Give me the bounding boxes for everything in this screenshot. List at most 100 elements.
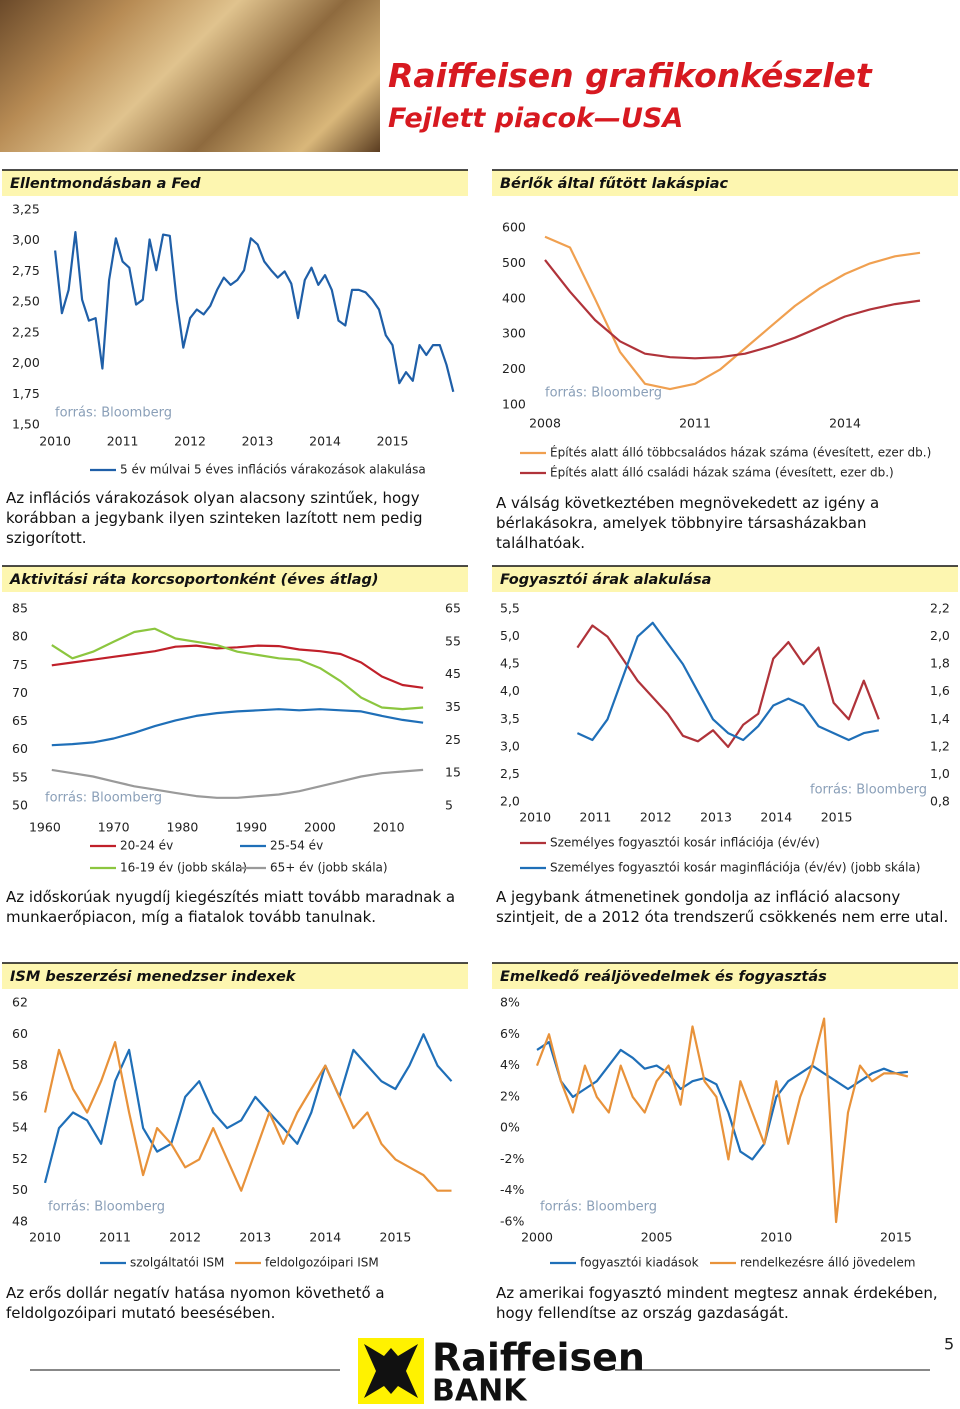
chart-title: Aktivitási ráta korcsoportonként (éves á… [9,572,379,588]
y-tick-label: 58 [12,1057,28,1072]
legend-label: Építés alatt álló többcsaládos házak szá… [550,445,931,460]
series-line [43,1041,452,1192]
x-tick-label: 2014 [829,416,861,431]
y2-tick-label: 1,8 [930,656,950,671]
legend-label: 16-19 év (jobb skála) [120,861,247,875]
x-tick-label: 2013 [700,810,732,825]
series-line [51,644,424,689]
y-tick-label: 4% [500,1057,520,1072]
legend-label: Személyes fogyasztói kosár inflációja (é… [550,836,820,850]
y2-tick-label: 1,0 [930,766,950,781]
y-tick-label: 80 [12,629,28,644]
y2-tick-label: 15 [445,765,461,780]
chart-title: ISM beszerzési menedzser indexek [10,969,297,985]
y-tick-label: -2% [500,1151,524,1166]
chart-title: Emelkedő reáljövedelmek és fogyasztás [500,969,827,985]
legend-label: 25-54 év [270,839,323,853]
source-note: forrás: Bloomberg [48,1200,165,1215]
x-tick-label: 2013 [239,1230,271,1245]
x-tick-label: 2013 [242,434,274,449]
y-tick-label: 55 [12,769,28,784]
chart-caption: Az erős dollár negatív hatása nyomon köv… [6,1284,385,1322]
logo: Raiffeisen BANK [358,1336,645,1409]
y-tick-label: 3,5 [500,711,520,726]
y-tick-label: 2,0 [500,794,520,809]
title-bar [2,170,468,196]
chart-caption: A jegybank átmenetinek gondolja az inflá… [496,888,949,926]
chart-panel: Bérlők által fűtött lakáspiac 100 200 300 40… [492,169,958,480]
y-tick-label: 85 [12,601,28,616]
chart-panel: Emelkedő reáljövedelmek és fogyasztás -6%… [492,962,958,1270]
y-tick-label: 500 [502,255,526,270]
series-line [51,627,424,711]
y-tick-label: -4% [500,1182,524,1197]
x-tick-label: 2012 [174,434,206,449]
x-tick-label: 2014 [760,810,792,825]
x-tick-label: 2014 [309,434,341,449]
y2-tick-label: 35 [445,699,461,714]
y-tick-label: 0% [500,1120,520,1135]
chart-title: Ellentmondásban a Fed [10,176,201,192]
legend-label: feldolgozóipari ISM [265,1256,379,1270]
y-tick-label: 3,0 [500,738,520,753]
page-number: 5 [944,1335,954,1354]
x-tick-label: 2011 [99,1230,131,1245]
series-line [544,259,921,360]
y-tick-label: 1,75 [12,386,40,401]
x-tick-label: 2010 [760,1230,792,1245]
y-tick-label: 100 [502,397,526,412]
x-tick-label: 2012 [640,810,672,825]
y-tick-label: 52 [12,1151,28,1166]
x-tick-label: 2000 [521,1230,553,1245]
series-line [576,624,880,748]
y-tick-label: 60 [12,741,28,756]
logo-bank: BANK [432,1374,528,1409]
header-photo [0,0,380,152]
x-tick-label: 2015 [880,1230,912,1245]
series-line [535,1017,909,1224]
y2-tick-label: 2,2 [930,601,950,616]
y-tick-label: 5,5 [500,601,520,616]
chart-title: Bérlők által fűtött lakáspiac [500,176,729,192]
title-bar [2,963,468,989]
y-tick-label: 2,50 [12,294,40,309]
x-tick-label: 2015 [377,434,409,449]
legend-label: fogyasztói kiadások [580,1256,699,1270]
x-tick-label: 1960 [29,820,61,835]
chart-panel: Ellentmondásban a Fed 1,50 1,75 2,00 2,25 2,5… [2,169,468,477]
logo-brand: Raiffeisen [432,1336,645,1380]
y-tick-label: 60 [12,1026,28,1041]
title-bar [492,566,958,592]
x-tick-label: 1990 [235,820,267,835]
y2-tick-label: 45 [445,666,461,681]
y-tick-label: 6% [500,1026,520,1041]
x-tick-label: 2011 [107,434,139,449]
title-bar [492,963,958,989]
series-line [51,708,424,747]
legend-label: szolgáltatói ISM [130,1256,224,1270]
chart-panel: Aktivitási ráta korcsoportonként (éves á… [2,565,468,875]
y-tick-label: -6% [500,1214,524,1229]
y-tick-label: 2,5 [500,766,520,781]
x-tick-label: 2014 [309,1230,341,1245]
title-bar [492,170,958,196]
y-tick-label: 300 [502,326,526,341]
source-note: forrás: Bloomberg [810,783,927,798]
x-tick-label: 2012 [169,1230,201,1245]
x-tick-label: 2015 [380,1230,412,1245]
y2-tick-label: 1,6 [930,683,950,698]
source-note: forrás: Bloomberg [545,386,662,401]
source-note: forrás: Bloomberg [540,1200,657,1215]
y-tick-label: 75 [12,657,28,672]
logo-mark [364,1344,418,1398]
series-line [51,768,424,799]
chart-title: Fogyasztói árak alakulása [500,572,711,588]
x-tick-label: 2015 [821,810,853,825]
y2-tick-label: 5 [445,798,453,813]
y-tick-label: 50 [12,798,28,813]
series-line [54,231,455,393]
y-tick-label: 600 [502,220,526,235]
y-tick-label: 62 [12,995,28,1010]
